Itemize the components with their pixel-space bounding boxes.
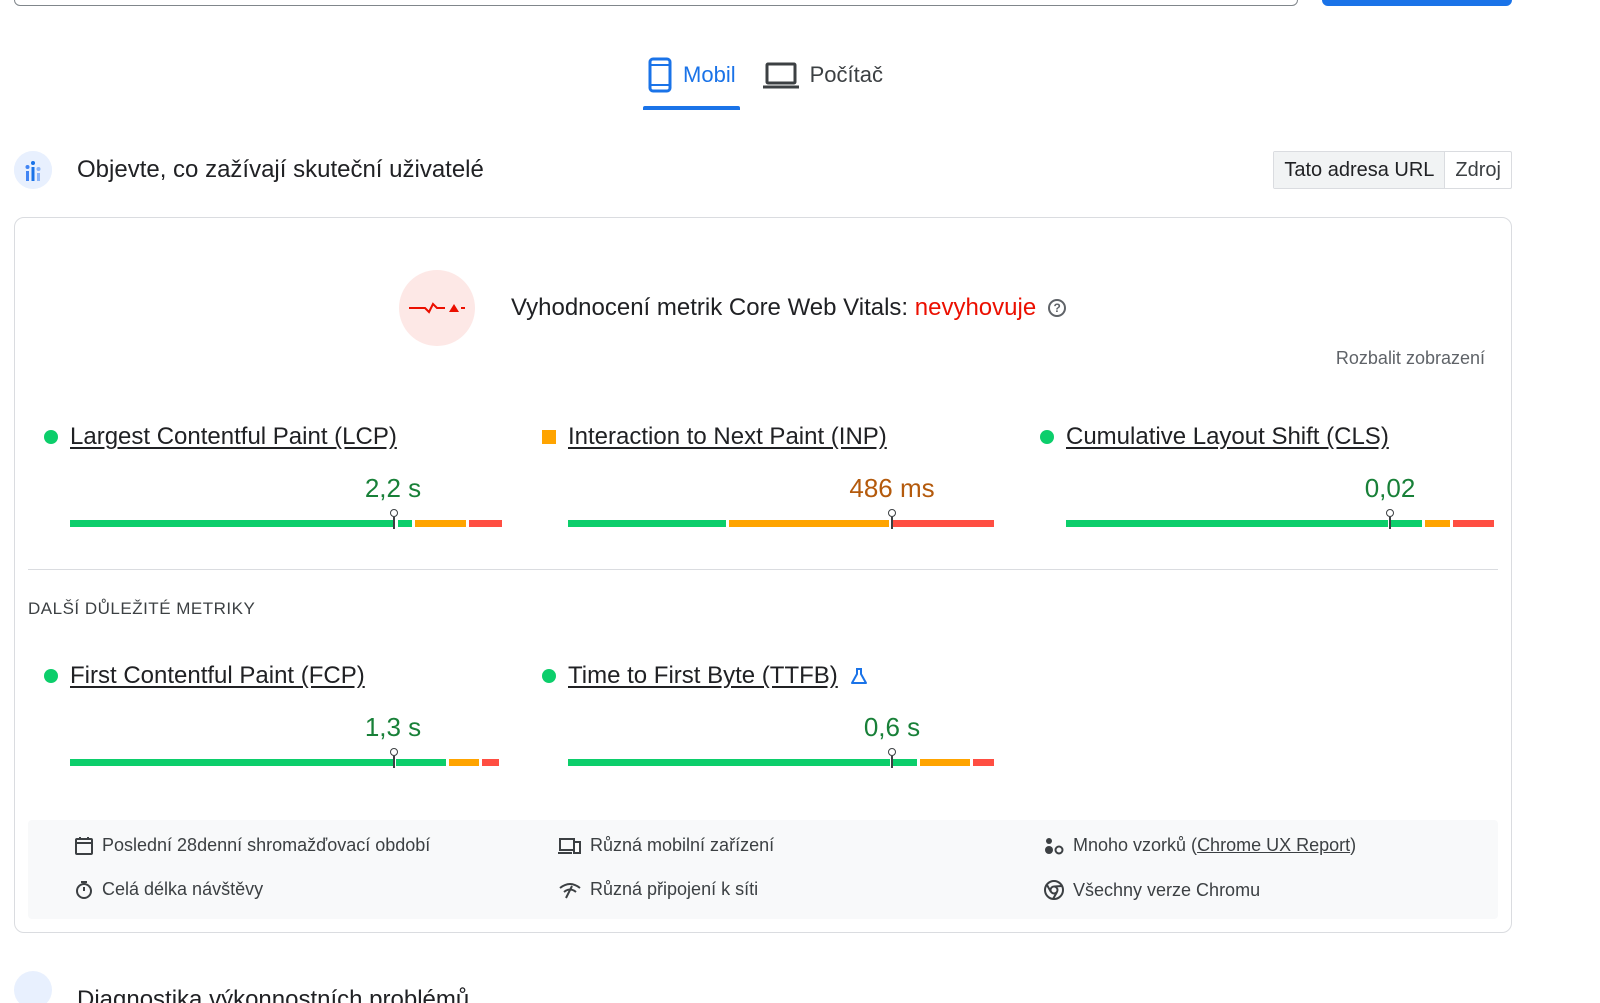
pulse-fail-icon [399, 270, 475, 346]
chrome-ux-report-link[interactable]: Chrome UX Report [1197, 835, 1351, 855]
metric-cls: Cumulative Layout Shift (CLS) 0,02 [1040, 423, 1498, 529]
bar-average-segment [1425, 520, 1450, 527]
bar-poor-segment [1453, 520, 1494, 527]
device-tabs: Mobil Počítač [0, 52, 1530, 110]
url-input[interactable] [14, 0, 1298, 6]
help-icon[interactable]: ? [1048, 299, 1067, 317]
metric-inp-value: 486 ms [849, 473, 935, 503]
scope-toggle: Tato adresa URL Zdroj [1273, 151, 1512, 189]
distribution-bar [70, 759, 499, 766]
metric-fcp-label[interactable]: First Contentful Paint (FCP) [70, 662, 365, 689]
bar-poor-segment [469, 520, 502, 527]
good-indicator [542, 669, 556, 683]
distribution-bar [1066, 520, 1494, 527]
info-chrome: Všechny verze Chromu [1043, 879, 1260, 901]
metric-fcp-value: 1,3 s [364, 712, 422, 742]
average-indicator [542, 430, 556, 444]
toggle-origin[interactable]: Zdroj [1455, 158, 1501, 181]
assessment-status: nevyhovuje [914, 294, 1037, 321]
bar-good-segment [1066, 520, 1388, 527]
metric-inp-label[interactable]: Interaction to Next Paint (INP) [568, 423, 887, 450]
diagnostics-header: Diagnostika výkonnostních problémů [14, 966, 469, 1003]
info-devices: Různá mobilní zařízení [558, 835, 774, 856]
bar-poor-segment [892, 520, 994, 527]
network-icon [559, 882, 581, 898]
bar-good-segment [568, 759, 890, 766]
p75-marker [1385, 509, 1395, 531]
info-samples-prefix: Mnoho vzorků ( [1073, 835, 1198, 855]
users-chart-icon [14, 151, 52, 189]
bar-poor-segment [482, 759, 499, 766]
bar-good-segment [568, 520, 726, 527]
field-data-header: Objevte, co zažívají skuteční uživatelé … [14, 150, 1512, 190]
p75-marker [389, 748, 399, 770]
metric-ttfb: Time to First Byte (TTFB) 0,6 s [542, 662, 1000, 768]
tab-desktop[interactable]: Počítač [760, 52, 885, 98]
p75-marker [887, 509, 897, 531]
distribution-bar [568, 759, 994, 766]
good-indicator [44, 430, 58, 444]
field-data-card: Vyhodnocení metrik Core Web Vitals: nevy… [14, 217, 1512, 933]
bar-good-segment [70, 520, 395, 527]
info-period-text: Poslední 28denní shromažďovací období [102, 835, 431, 855]
metric-inp: Interaction to Next Paint (INP) 486 ms [542, 423, 1000, 529]
samples-icon [1045, 837, 1064, 854]
tab-mobile-label: Mobil [683, 62, 736, 87]
bar-good-segment-end [398, 520, 412, 527]
metric-lcp-value: 2,2 s [364, 473, 422, 503]
info-samples-suffix: ) [1350, 835, 1357, 855]
info-period: Poslední 28denní shromažďovací období [74, 835, 430, 856]
cwv-assessment: Vyhodnocení metrik Core Web Vitals: nevy… [399, 270, 1067, 346]
p75-marker [887, 748, 897, 770]
metric-ttfb-label[interactable]: Time to First Byte (TTFB) [568, 662, 838, 689]
chrome-icon [1044, 880, 1064, 900]
bar-good-segment-end [396, 759, 446, 766]
info-connections: Různá připojení k síti [558, 879, 758, 900]
metric-ttfb-value: 0,6 s [863, 712, 921, 742]
toggle-this-url[interactable]: Tato adresa URL [1274, 152, 1446, 188]
tab-desktop-label: Počítač [809, 62, 883, 87]
info-duration: Celá délka návštěvy [74, 879, 263, 900]
metric-cls-value: 0,02 [1364, 473, 1416, 503]
info-devices-text: Různá mobilní zařízení [590, 835, 775, 855]
bar-good-segment-end [1391, 520, 1422, 527]
bar-good-segment [70, 759, 393, 766]
info-samples: Mnoho vzorků (Chrome UX Report) [1043, 835, 1356, 856]
stopwatch-icon [76, 880, 92, 899]
tab-mobile[interactable]: Mobil [643, 52, 740, 110]
analyze-button[interactable] [1322, 0, 1512, 6]
distribution-bar [70, 520, 502, 527]
laptop-icon [762, 62, 799, 89]
distribution-bar [568, 520, 994, 527]
section-title: Objevte, co zažívají skuteční uživatelé [77, 156, 484, 183]
next-section-title: Diagnostika výkonnostních problémů [77, 986, 470, 1003]
bar-average-segment [920, 759, 970, 766]
p75-marker [389, 509, 399, 531]
metric-lcp: Largest Contentful Paint (LCP) 2,2 s [44, 423, 502, 529]
expand-view-link[interactable]: Rozbalit zobrazení [1335, 348, 1485, 368]
bar-good-segment-end [893, 759, 917, 766]
info-chrome-text: Všechny verze Chromu [1073, 879, 1261, 900]
good-indicator [1040, 430, 1054, 444]
flask-icon[interactable] [850, 667, 868, 685]
metric-lcp-label[interactable]: Largest Contentful Paint (LCP) [70, 423, 397, 450]
bar-poor-segment [973, 759, 994, 766]
other-metrics-title: DALŠÍ DŮLEŽITÉ METRIKY [28, 599, 256, 618]
calendar-icon [75, 836, 93, 855]
good-indicator [44, 669, 58, 683]
bar-average-segment [415, 520, 466, 527]
metric-cls-label[interactable]: Cumulative Layout Shift (CLS) [1066, 423, 1389, 450]
smartphone-icon [648, 57, 672, 93]
info-duration-text: Celá délka návštěvy [102, 879, 264, 899]
devices-icon [558, 837, 581, 854]
diagnostics-icon [14, 971, 52, 1003]
divider [28, 569, 1498, 570]
metric-fcp: First Contentful Paint (FCP) 1,3 s [44, 662, 502, 768]
bar-average-segment [729, 520, 889, 527]
data-info-box: Poslední 28denní shromažďovací období Ce… [28, 820, 1498, 919]
assessment-prefix: Vyhodnocení metrik Core Web Vitals: [511, 294, 915, 321]
assessment-text: Vyhodnocení metrik Core Web Vitals: nevy… [511, 294, 1036, 322]
bar-average-segment [449, 759, 479, 766]
info-connections-text: Různá připojení k síti [590, 879, 759, 899]
